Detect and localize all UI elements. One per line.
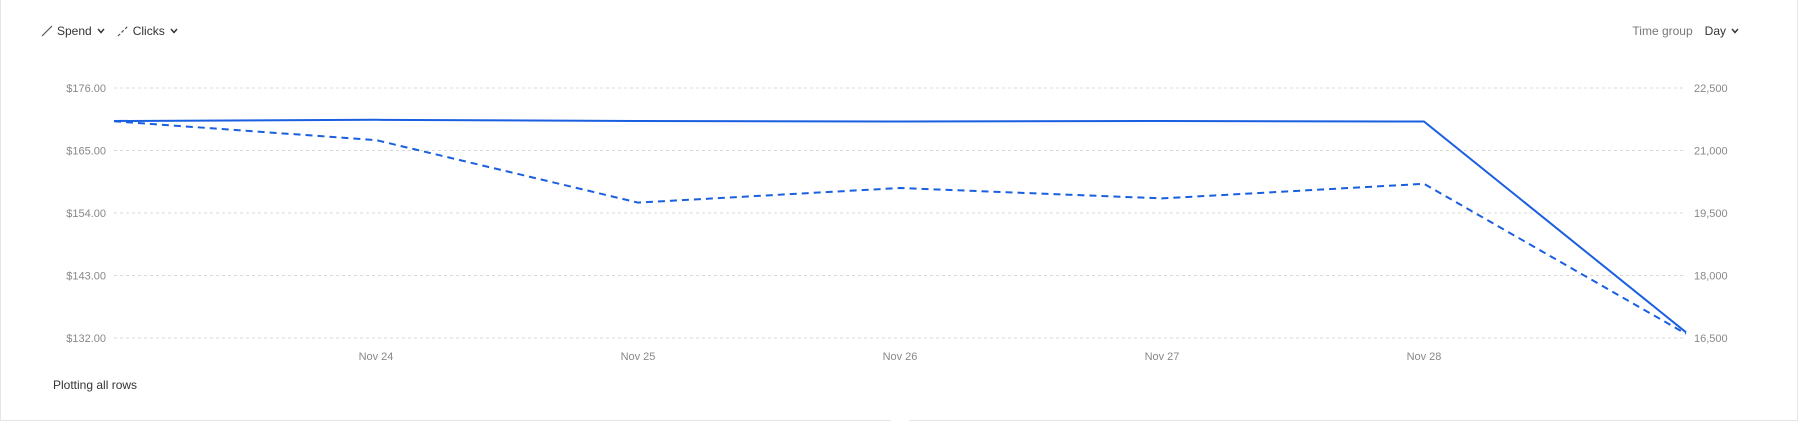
- chevron-down-icon: [1731, 28, 1739, 34]
- line-chart: $176.00 $165.00 $154.00 $143.00 $132.00 22,5…: [66, 83, 1728, 363]
- x-axis-tick-label: Nov 28: [1407, 351, 1442, 363]
- spend-metric-dropdown[interactable]: Spend: [41, 24, 105, 38]
- x-axis-tick-label: Nov 26: [883, 351, 918, 363]
- x-axis-ticks: Nov 24 Nov 25 Nov 26 Nov 27 Nov 28: [359, 351, 1442, 363]
- chevron-down-icon: [97, 28, 105, 34]
- right-axis-tick-label: 19,500: [1694, 208, 1728, 220]
- grid-lines: [114, 87, 1686, 339]
- plotting-note: Plotting all rows: [53, 378, 138, 392]
- right-axis-tick-label: 22,500: [1694, 83, 1728, 95]
- clicks-metric-label: Clicks: [132, 24, 165, 38]
- left-axis-ticks: $176.00 $165.00 $154.00 $143.00 $132.00: [66, 83, 106, 345]
- metric-toolbar: Spend Clicks: [41, 24, 190, 38]
- right-axis-ticks: 22,500 21,000 19,500 18,000 16,500: [1694, 83, 1728, 345]
- x-axis-tick-label: Nov 24: [359, 351, 394, 363]
- clicks-metric-dropdown[interactable]: Clicks: [117, 24, 178, 38]
- left-axis-tick-label: $176.00: [66, 83, 106, 95]
- left-axis-tick-label: $143.00: [66, 271, 106, 283]
- solid-line-icon: [41, 25, 53, 37]
- panel-notch: [884, 418, 916, 424]
- right-axis-tick-label: 16,500: [1694, 333, 1728, 345]
- spend-series-line: [113, 118, 1687, 334]
- left-axis-tick-label: $165.00: [66, 146, 106, 158]
- left-axis-tick-label: $154.00: [66, 208, 106, 220]
- clicks-series-line: [113, 120, 1687, 335]
- dashed-line-icon: [117, 25, 129, 37]
- time-group-dropdown[interactable]: Day: [1705, 24, 1739, 38]
- spend-metric-label: Spend: [57, 24, 92, 38]
- time-group-label: Time group: [1632, 24, 1693, 38]
- time-group-control: Time group Day: [1632, 24, 1739, 38]
- x-axis-tick-label: Nov 25: [621, 351, 656, 363]
- chevron-down-icon: [170, 28, 178, 34]
- right-axis-tick-label: 18,000: [1694, 271, 1728, 283]
- time-group-value: Day: [1704, 24, 1726, 38]
- series-lines: [113, 118, 1687, 335]
- x-axis-tick-label: Nov 27: [1145, 351, 1180, 363]
- left-axis-tick-label: $132.00: [66, 333, 106, 345]
- right-axis-tick-label: 21,000: [1694, 146, 1728, 158]
